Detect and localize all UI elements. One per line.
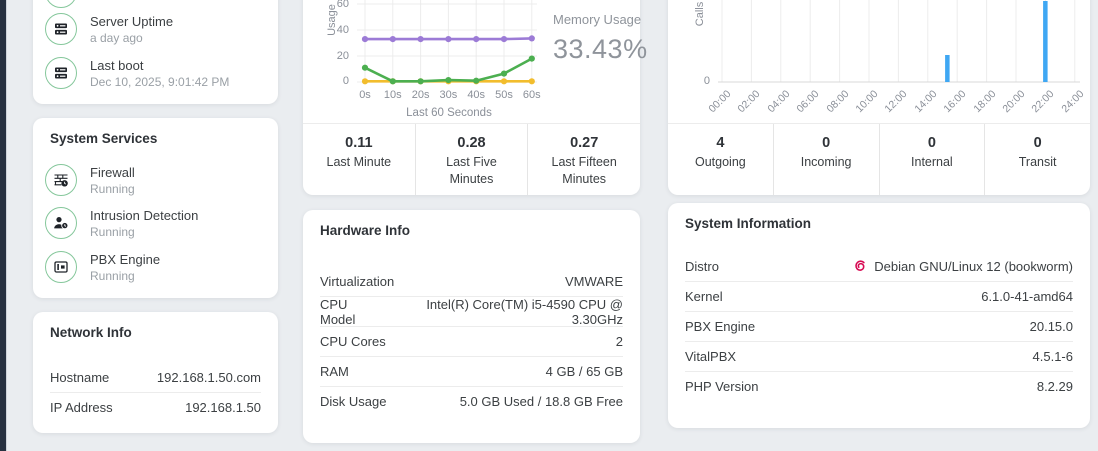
pbx-engine-icon [45, 251, 77, 283]
card-title: System Information [685, 216, 812, 231]
x-tick: 0s [359, 89, 371, 101]
y-tick: 40 [336, 24, 349, 36]
usage-chart-card: Usage 60 40 20 0 0s 10s 20s 30s 40s 50s 60s La… [303, 0, 647, 195]
x-tick: 50s [495, 89, 513, 101]
list-item-pbx-engine: PBX Engine Running [45, 251, 270, 283]
x-tick: 60s [522, 89, 541, 101]
stat-last-five-minutes: 0.28 Last Five Minutes [414, 124, 528, 195]
list-item-server-uptime: Server Uptime a day ago [45, 13, 270, 45]
status-title: Last boot [90, 57, 144, 73]
status-title: Server Uptime [90, 13, 174, 29]
y-tick: 60 [336, 0, 349, 10]
status-title: Firewall [90, 164, 135, 180]
server-icon [45, 13, 77, 45]
row-value: 192.168.1.50 [185, 400, 261, 415]
table-row-ram: RAM 4 GB / 65 GB [320, 356, 623, 386]
status-subtitle: Running [90, 224, 135, 239]
call-stats: 4 Outgoing 0 Incoming 0 Internal 0 Trans… [668, 123, 1090, 195]
card-title: Hardware Info [320, 223, 411, 238]
stat-last-fifteen-minutes: 0.27 Last Fifteen Minutes [527, 124, 640, 195]
debian-icon [851, 258, 867, 274]
x-axis-label: Last 60 Seconds [406, 107, 492, 119]
y-axis-label: Calls [694, 1, 706, 27]
x-tick: 30s [439, 89, 458, 101]
stat-outgoing: 4 Outgoing [695, 135, 746, 169]
table-row-hostname: Hostname 192.168.1.50.com [50, 362, 261, 392]
table-row-vitalpbx-version: VitalPBX 4.5.1-6 [685, 341, 1073, 371]
list-item-firewall: Firewall Running [45, 164, 270, 196]
table-row-disk-usage: Disk Usage 5.0 GB Used / 18.8 GB Free [320, 386, 623, 416]
system-services-card: System Services Firewall Running Intrusi… [33, 118, 278, 298]
list-item-intrusion-detection: Intrusion Detection Running [45, 207, 270, 239]
calls-chart-card: Calls 0 00:00 02:00 04:00 06:00 08:00 10:00 12… [668, 0, 1090, 195]
status-subtitle: Running [90, 181, 135, 196]
row-value: 192.168.1.50.com [156, 369, 261, 385]
table-row-distro: Distro Debian GNU/Linux 12 (bookworm) [685, 258, 1073, 274]
row-label: Hostname [50, 369, 110, 385]
status-title: PBX Engine [90, 251, 161, 267]
network-info-card: Network Info Hostname 192.168.1.50.com I… [33, 312, 278, 433]
stat-transit: 0 Transit [984, 124, 1090, 195]
sidebar-edge [0, 0, 7, 451]
table-row-pbx-engine-version: PBX Engine 20.15.0 [685, 311, 1073, 341]
firewall-icon [45, 164, 77, 196]
table-row-virtualization: Virtualization VMWARE [320, 273, 623, 289]
table-row-ip-address: IP Address 192.168.1.50 [50, 392, 261, 422]
calls-bar-chart [718, 0, 1080, 83]
system-information-card: System Information Distro Debian GNU/Lin… [668, 203, 1090, 428]
server-icon [45, 0, 77, 8]
annotation-label: Memory Usage [553, 12, 642, 27]
table-row-cpu-cores: CPU Cores 2 [320, 326, 623, 356]
status-subtitle: Dec 10, 2025, 9:01:42 PM [90, 74, 230, 89]
y-tick: 0 [703, 75, 710, 87]
status-title: Intrusion Detection [90, 207, 199, 223]
load-average-stats: 0.11 Last Minute 0.28 Last Five Minutes … [303, 123, 640, 195]
row-value: Debian GNU/Linux 12 (bookworm) [874, 258, 1073, 274]
status-subtitle: a day ago [90, 30, 143, 45]
card-title: System Services [50, 131, 158, 146]
y-tick: 0 [342, 75, 349, 87]
hardware-info-card: Hardware Info Virtualization VMWARE CPU … [303, 210, 640, 443]
list-item-last-boot: Last boot Dec 10, 2025, 9:01:42 PM [45, 57, 270, 89]
card-title: Network Info [50, 325, 132, 340]
uptime-card: Server Uptime a day ago Last boot Dec 10… [33, 0, 278, 104]
row-label: IP Address [50, 400, 113, 415]
table-row-kernel: Kernel 6.1.0-41-amd64 [685, 281, 1073, 311]
y-tick: 20 [336, 50, 349, 62]
stat-last-minute: 0.11 Last Minute [326, 135, 392, 169]
table-row-php-version: PHP Version 8.2.29 [685, 371, 1073, 401]
usage-line-chart [357, 0, 537, 85]
x-tick: 40s [467, 89, 486, 101]
memory-usage-annotation: Memory Usage 33.43% [553, 12, 648, 65]
x-tick: 20s [411, 89, 430, 101]
table-row-cpu-model: CPU Model Intel(R) Core(TM) i5-4590 CPU … [320, 296, 623, 327]
stat-internal: 0 Internal [878, 124, 985, 195]
x-tick: 10s [383, 89, 402, 101]
status-subtitle: Running [90, 268, 135, 283]
server-icon [45, 57, 77, 89]
user-clock-icon [45, 207, 77, 239]
annotation-value: 33.43% [553, 34, 648, 64]
stat-incoming: 0 Incoming [772, 124, 879, 195]
